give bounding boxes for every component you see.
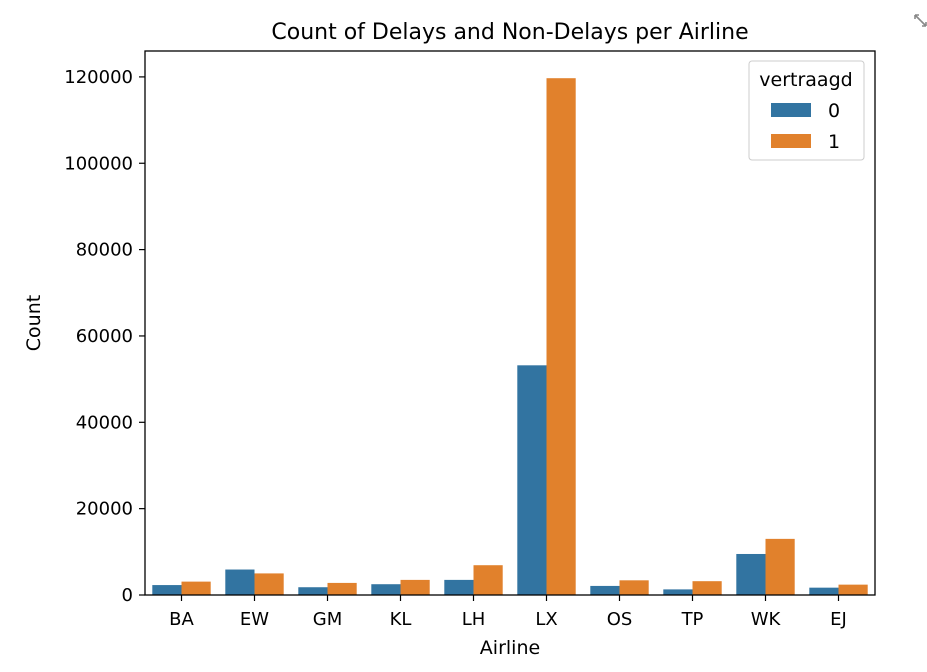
x-tick-label-tp: TP <box>681 609 704 630</box>
bar-lx-series-1 <box>546 78 576 595</box>
y-tick-label: 20000 <box>76 499 133 520</box>
bar-tp-series-0 <box>663 589 693 595</box>
bar-wk-series-0 <box>736 553 766 595</box>
y-tick-label: 40000 <box>76 412 133 433</box>
legend: vertraagd 0 1 <box>748 60 865 161</box>
x-axis: BA EW GM KL LH LX OS TP WK EJ <box>169 595 847 630</box>
y-axis-title: Count <box>23 295 45 351</box>
bar-ew-series-0 <box>225 569 255 595</box>
bar-gm-series-1 <box>327 582 357 595</box>
bar-os-series-1 <box>619 580 649 595</box>
bar-wk-series-1 <box>765 538 795 595</box>
x-tick-label-lx: LX <box>535 609 557 630</box>
x-tick-label-gm: GM <box>313 609 342 630</box>
bar-ba-series-1 <box>181 581 211 595</box>
x-tick-label-ew: EW <box>240 609 269 630</box>
chart-title: Count of Delays and Non-Delays per Airli… <box>271 20 748 45</box>
bar-lx-series-0 <box>517 365 547 595</box>
y-tick-label: 100000 <box>64 153 133 174</box>
legend-title: vertraagd <box>759 69 852 91</box>
bar-kl-series-0 <box>371 584 401 595</box>
x-tick-label-ba: BA <box>169 609 194 630</box>
bar-ew-series-1 <box>254 573 284 595</box>
legend-swatch-1 <box>771 134 811 148</box>
bar-os-series-0 <box>590 585 620 595</box>
legend-label-1: 1 <box>828 131 840 153</box>
x-tick-label-wk: WK <box>751 609 782 630</box>
x-tick-label-lh: LH <box>462 609 486 630</box>
x-tick-label-os: OS <box>607 609 633 630</box>
bars <box>152 78 868 595</box>
bar-kl-series-1 <box>400 579 430 595</box>
x-tick-label-ej: EJ <box>830 609 847 630</box>
bar-gm-series-0 <box>298 587 328 595</box>
bar-ej-series-0 <box>809 587 839 595</box>
y-tick-label: 80000 <box>76 240 133 261</box>
y-tick-label: 0 <box>122 585 133 606</box>
bar-tp-series-1 <box>692 581 722 595</box>
legend-label-0: 0 <box>828 100 840 122</box>
bar-lh-series-0 <box>444 579 474 595</box>
y-tick-label: 60000 <box>76 326 133 347</box>
expand-icon[interactable] <box>914 14 927 27</box>
y-axis: 0 20000 40000 60000 80000 100000 120000 <box>64 67 145 606</box>
bar-lh-series-1 <box>473 565 503 595</box>
x-axis-title: Airline <box>480 637 540 659</box>
plot-frame <box>144 50 876 596</box>
bar-ba-series-0 <box>152 585 182 595</box>
bar-ej-series-1 <box>838 584 868 595</box>
x-tick-label-kl: KL <box>390 609 412 630</box>
legend-swatch-0 <box>771 103 811 117</box>
y-tick-label: 120000 <box>64 67 133 88</box>
